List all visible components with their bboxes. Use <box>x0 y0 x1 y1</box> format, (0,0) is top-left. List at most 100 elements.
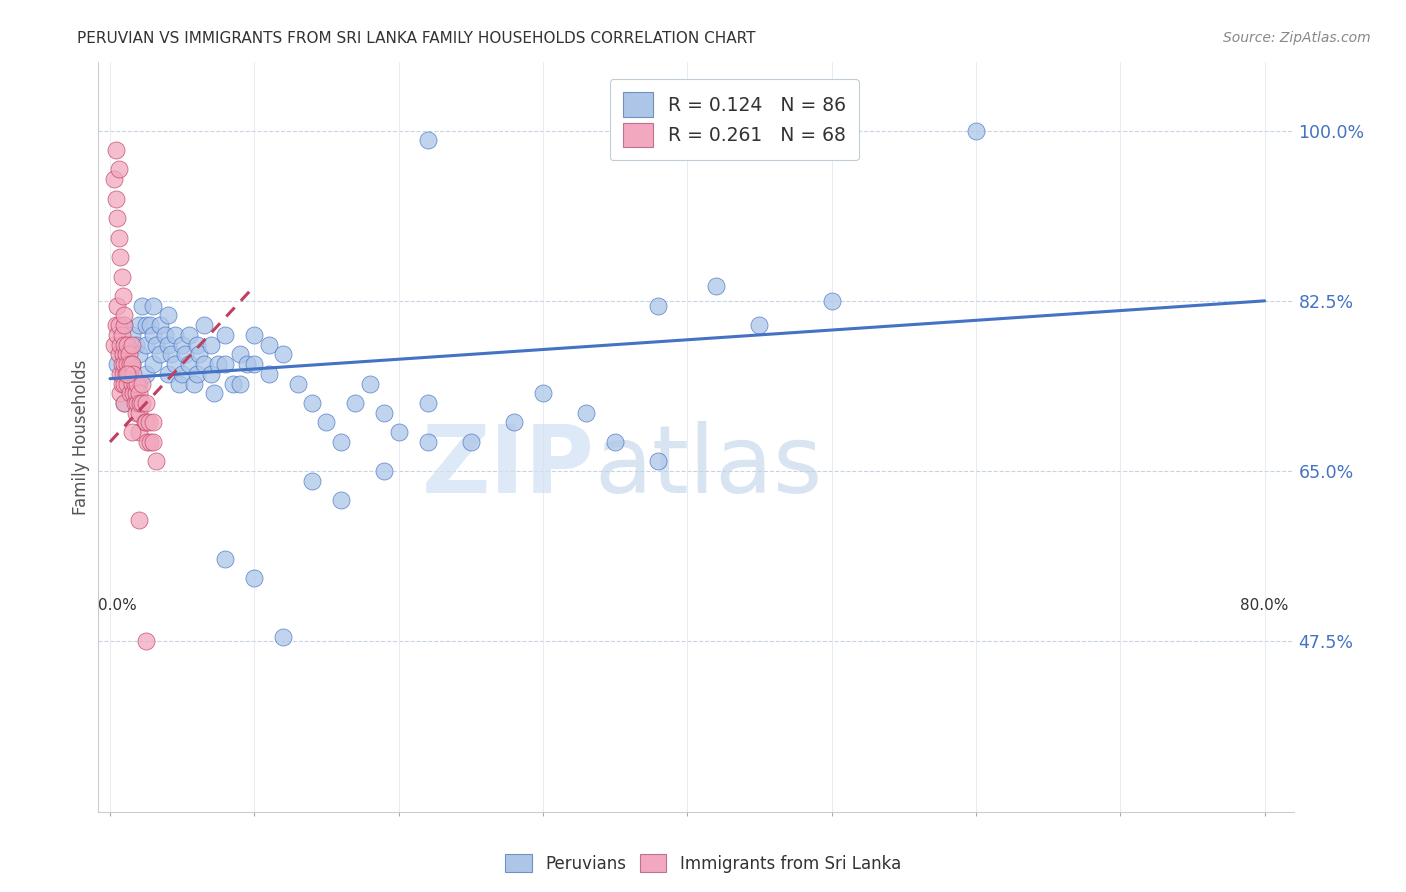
Point <box>820 293 842 308</box>
Point <box>142 434 165 449</box>
Point <box>105 299 128 313</box>
Point <box>121 425 143 440</box>
Point <box>128 347 150 361</box>
Point <box>965 123 987 137</box>
Point <box>117 357 139 371</box>
Point <box>704 279 727 293</box>
Legend: Peruvians, Immigrants from Sri Lanka: Peruvians, Immigrants from Sri Lanka <box>499 847 907 880</box>
Point <box>110 357 132 371</box>
Point <box>373 406 395 420</box>
Point <box>125 406 148 420</box>
Point <box>179 357 201 371</box>
Point <box>121 327 143 342</box>
Point <box>112 376 135 391</box>
Point <box>120 386 142 401</box>
Point <box>193 357 215 371</box>
Point <box>103 337 125 351</box>
Point <box>503 416 526 430</box>
Point <box>647 299 669 313</box>
Point <box>200 337 222 351</box>
Point <box>236 357 259 371</box>
Point <box>110 337 132 351</box>
Point <box>271 347 294 361</box>
Point <box>301 474 323 488</box>
Point <box>329 493 352 508</box>
Point <box>108 367 131 381</box>
Point <box>257 367 280 381</box>
Point <box>153 327 176 342</box>
Point <box>647 454 669 468</box>
Point <box>416 396 439 410</box>
Point <box>174 347 197 361</box>
Point <box>229 347 252 361</box>
Point <box>186 367 208 381</box>
Point <box>416 434 439 449</box>
Point <box>124 396 146 410</box>
Legend: R = 0.124   N = 86, R = 0.261   N = 68: R = 0.124 N = 86, R = 0.261 N = 68 <box>610 79 859 161</box>
Point <box>129 396 152 410</box>
Point <box>121 376 143 391</box>
Point <box>125 337 148 351</box>
Point <box>301 396 323 410</box>
Point <box>149 347 172 361</box>
Point <box>117 367 139 381</box>
Point <box>145 337 167 351</box>
Text: ZIP: ZIP <box>422 421 595 513</box>
Point <box>344 396 367 410</box>
Point <box>121 357 143 371</box>
Point <box>127 376 149 391</box>
Point <box>207 357 229 371</box>
Point <box>107 318 129 333</box>
Point <box>142 416 165 430</box>
Point <box>112 357 135 371</box>
Point <box>156 309 179 323</box>
Point <box>138 416 160 430</box>
Point <box>108 250 131 264</box>
Text: 0.0%: 0.0% <box>98 599 138 613</box>
Point <box>163 327 186 342</box>
Point <box>257 337 280 351</box>
Point <box>128 376 150 391</box>
Point <box>575 406 598 420</box>
Point <box>243 571 266 585</box>
Point <box>145 454 167 468</box>
Point <box>243 357 266 371</box>
Point <box>605 434 627 449</box>
Point <box>287 376 309 391</box>
Point <box>329 434 352 449</box>
Point <box>112 367 135 381</box>
Point <box>229 376 252 391</box>
Point <box>748 318 770 333</box>
Point <box>104 192 127 206</box>
Point <box>416 133 439 147</box>
Point <box>359 376 381 391</box>
Point <box>193 318 215 333</box>
Point <box>112 318 135 333</box>
Point <box>112 318 135 333</box>
Point <box>128 386 150 401</box>
Point <box>111 347 134 361</box>
Y-axis label: Family Households: Family Households <box>72 359 90 515</box>
Point <box>460 434 482 449</box>
Text: 80.0%: 80.0% <box>1240 599 1289 613</box>
Point <box>183 376 205 391</box>
Point <box>135 337 157 351</box>
Text: Source: ZipAtlas.com: Source: ZipAtlas.com <box>1223 31 1371 45</box>
Point <box>159 347 181 361</box>
Point <box>149 318 172 333</box>
Point <box>105 211 128 226</box>
Point <box>131 396 153 410</box>
Point <box>122 386 145 401</box>
Point <box>125 386 148 401</box>
Point <box>105 357 128 371</box>
Point <box>107 230 129 244</box>
Point <box>104 318 127 333</box>
Point <box>134 416 156 430</box>
Point <box>128 425 150 440</box>
Point <box>120 357 142 371</box>
Point <box>112 396 135 410</box>
Point <box>108 337 131 351</box>
Point <box>128 406 150 420</box>
Point <box>121 337 143 351</box>
Point <box>214 357 236 371</box>
